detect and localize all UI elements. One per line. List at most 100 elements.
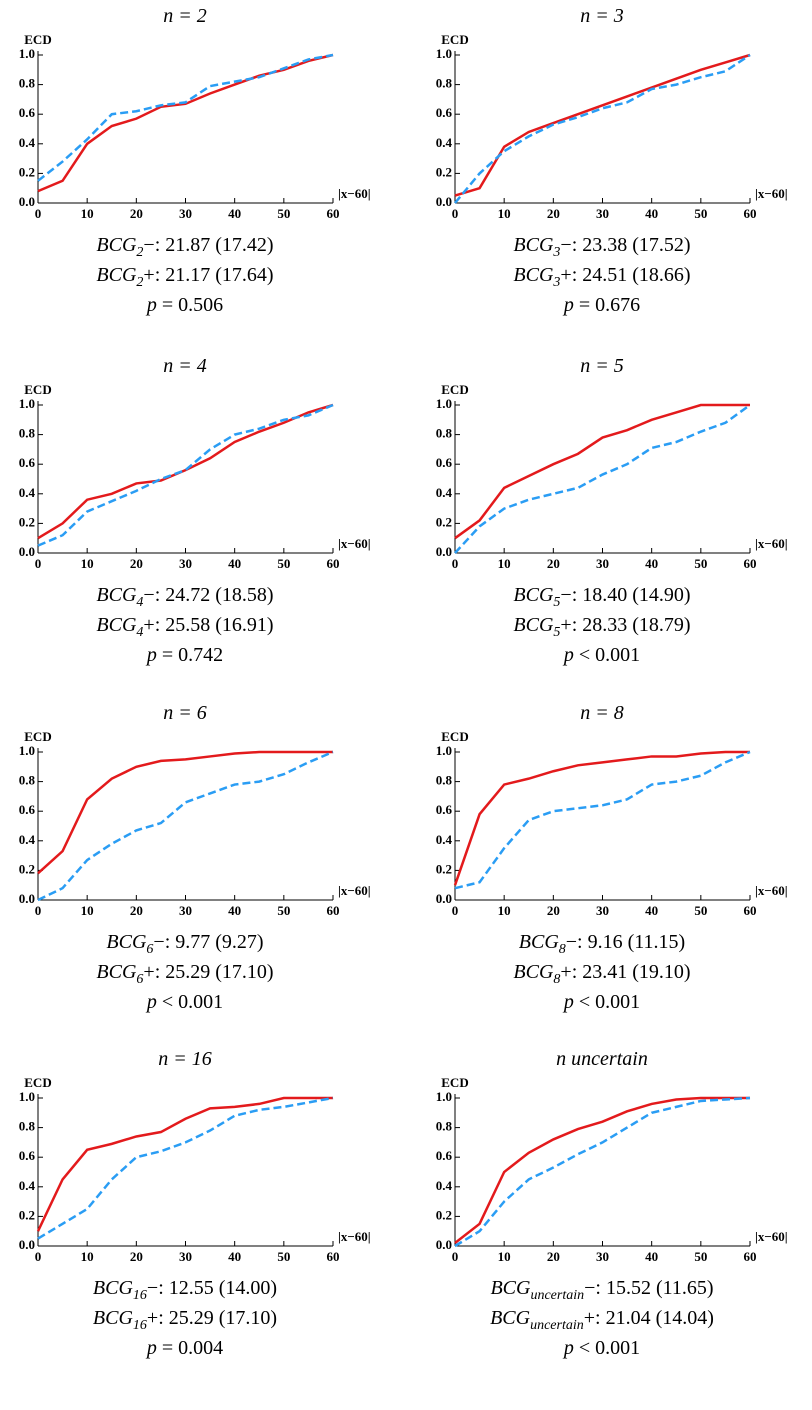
- x-tick-label: 60: [744, 206, 757, 221]
- y-axis-label: ECD: [441, 382, 468, 397]
- caption-symbol: p: [562, 294, 574, 316]
- y-tick-label: 0.6: [436, 1148, 453, 1163]
- caption: p = 0.506: [145, 294, 223, 316]
- x-axis-label: |x−60|: [338, 1229, 371, 1244]
- ecd-line: [453, 750, 750, 886]
- caption: BCG5+: 28.33 (18.79): [513, 614, 690, 640]
- y-tick-label: 1.0: [436, 46, 452, 61]
- caption: p = 0.004: [145, 1337, 223, 1359]
- ecd-line: [454, 53, 751, 204]
- caption-text: −: 18.40 (14.90): [560, 584, 690, 606]
- y-axis-label: ECD: [24, 32, 51, 47]
- caption-subscript: 8: [553, 972, 560, 987]
- y-tick-label: 0.4: [19, 135, 36, 150]
- caption-symbol: BCG: [490, 1277, 531, 1299]
- chart: n = 4 ECD |x−60| 0.0 0.2 0.4 0.6 0.8 1.0 0 10 20 30 4…: [19, 355, 371, 666]
- x-tick-label: 50: [277, 903, 290, 918]
- y-tick-label: 0.2: [19, 514, 35, 529]
- y-tick-label: 0.8: [19, 426, 36, 441]
- caption-text: +: 21.17 (17.64): [143, 264, 273, 286]
- x-tick-label: 0: [35, 556, 42, 571]
- caption-subscript: 3: [552, 245, 560, 260]
- y-tick-label: 0.6: [19, 1148, 36, 1163]
- x-axis-label: |x−60|: [755, 883, 788, 898]
- caption-text: −: 23.38 (17.52): [560, 234, 690, 256]
- y-tick-label: 0.4: [436, 135, 453, 150]
- x-tick-label: 10: [81, 1249, 94, 1264]
- x-axis-label: |x−60|: [755, 186, 788, 201]
- y-tick-label: 0.2: [436, 164, 452, 179]
- caption: p = 0.742: [145, 644, 223, 666]
- caption: BCG3−: 23.38 (17.52): [513, 234, 690, 260]
- ecd-line: [454, 403, 750, 540]
- chart: n = 3 ECD |x−60| 0.0 0.2 0.4 0.6 0.8 1.0 0 10 20 30 4…: [436, 5, 788, 316]
- x-tick-label: 50: [277, 206, 290, 221]
- caption-subscript: 6: [136, 972, 143, 987]
- x-tick-label: 40: [645, 903, 658, 918]
- caption-symbol: BCG: [93, 1307, 134, 1329]
- x-tick-label: 20: [130, 903, 143, 918]
- x-tick-label: 60: [744, 1249, 757, 1264]
- y-tick-label: 1.0: [19, 1089, 35, 1104]
- x-tick-label: 40: [228, 206, 241, 221]
- caption: BCG5−: 18.40 (14.90): [513, 584, 690, 610]
- chart-title: n = 2: [163, 5, 207, 27]
- caption-symbol: p: [145, 1337, 157, 1359]
- caption: BCG8−: 9.16 (11.15): [519, 931, 685, 957]
- x-tick-label: 10: [498, 556, 511, 571]
- caption-symbol: BCG: [96, 961, 137, 983]
- y-tick-label: 0.8: [436, 76, 453, 91]
- ecd-line: [37, 1096, 334, 1240]
- ecd-line: [454, 53, 751, 197]
- caption-symbol: BCG: [96, 614, 137, 636]
- x-tick-label: 0: [35, 903, 42, 918]
- chart: n = 2 ECD |x−60| 0.0 0.2 0.4 0.6 0.8 1.0 0 10 20 30 4…: [19, 5, 371, 316]
- x-tick-label: 10: [498, 903, 511, 918]
- ecd-line: [454, 1096, 751, 1248]
- x-tick-label: 20: [547, 556, 560, 571]
- y-tick-label: 0.8: [19, 773, 36, 788]
- chart-title: n = 4: [163, 355, 207, 377]
- caption-symbol: BCG: [96, 234, 137, 256]
- x-axis-label: |x−60|: [338, 186, 371, 201]
- y-tick-label: 0.6: [19, 802, 36, 817]
- x-axis-label: |x−60|: [338, 536, 371, 551]
- caption-symbol: p: [145, 991, 157, 1013]
- y-axis-label: ECD: [24, 729, 51, 744]
- caption-subscript: 5: [553, 595, 560, 610]
- caption-symbol: BCG: [513, 614, 554, 636]
- chart-title: n = 3: [580, 5, 624, 27]
- caption-symbol: BCG: [106, 931, 147, 953]
- y-tick-label: 0.0: [436, 1237, 452, 1252]
- caption: p = 0.676: [562, 294, 640, 316]
- y-tick-label: 1.0: [19, 743, 35, 758]
- chart-title: n = 8: [580, 702, 624, 724]
- caption-text: < 0.001: [574, 991, 640, 1013]
- caption-text: −: 24.72 (18.58): [143, 584, 273, 606]
- x-tick-label: 40: [228, 1249, 241, 1264]
- caption: p < 0.001: [562, 991, 640, 1013]
- x-tick-label: 20: [547, 1249, 560, 1264]
- caption-text: = 0.004: [157, 1337, 223, 1359]
- caption-text: +: 25.29 (17.10): [147, 1307, 277, 1329]
- chart: n uncertain ECD |x−60| 0.0 0.2 0.4 0.6 0.8 1.0 0 1…: [436, 1048, 788, 1359]
- x-tick-label: 60: [327, 1249, 340, 1264]
- caption-subscript: uncertain: [530, 1288, 584, 1303]
- y-tick-label: 1.0: [19, 46, 35, 61]
- x-tick-label: 40: [228, 556, 241, 571]
- caption-symbol: p: [145, 644, 157, 666]
- caption-subscript: 8: [559, 942, 566, 957]
- x-tick-label: 40: [645, 206, 658, 221]
- caption: BCGuncertain+: 21.04 (14.04): [490, 1307, 714, 1333]
- ecd-line: [37, 403, 334, 540]
- x-tick-label: 0: [35, 1249, 42, 1264]
- x-tick-label: 10: [498, 206, 511, 221]
- x-tick-label: 0: [452, 903, 459, 918]
- x-tick-label: 60: [327, 206, 340, 221]
- caption-symbol: BCG: [490, 1307, 531, 1329]
- x-tick-label: 30: [179, 903, 192, 918]
- y-tick-label: 0.2: [436, 1207, 452, 1222]
- caption-text: +: 25.58 (16.91): [143, 614, 273, 636]
- y-tick-label: 0.0: [436, 194, 452, 209]
- caption-subscript: 16: [133, 1318, 147, 1333]
